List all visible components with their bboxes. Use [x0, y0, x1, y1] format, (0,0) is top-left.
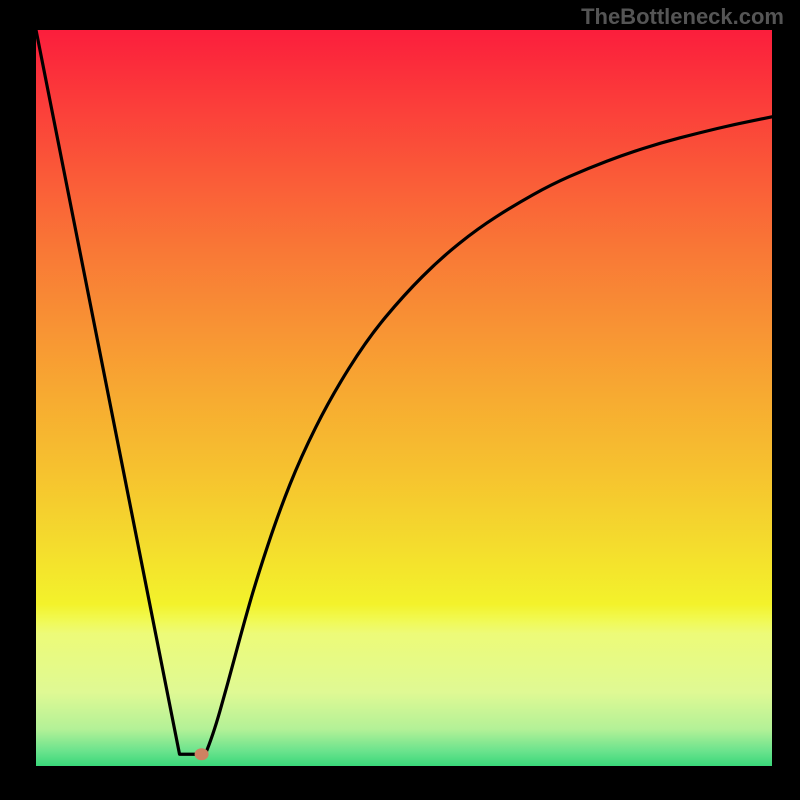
optimal-point-marker [195, 748, 209, 760]
bottleneck-chart [0, 0, 800, 800]
gradient-background [36, 30, 772, 766]
watermark-text: TheBottleneck.com [581, 4, 784, 30]
chart-container: TheBottleneck.com [0, 0, 800, 800]
